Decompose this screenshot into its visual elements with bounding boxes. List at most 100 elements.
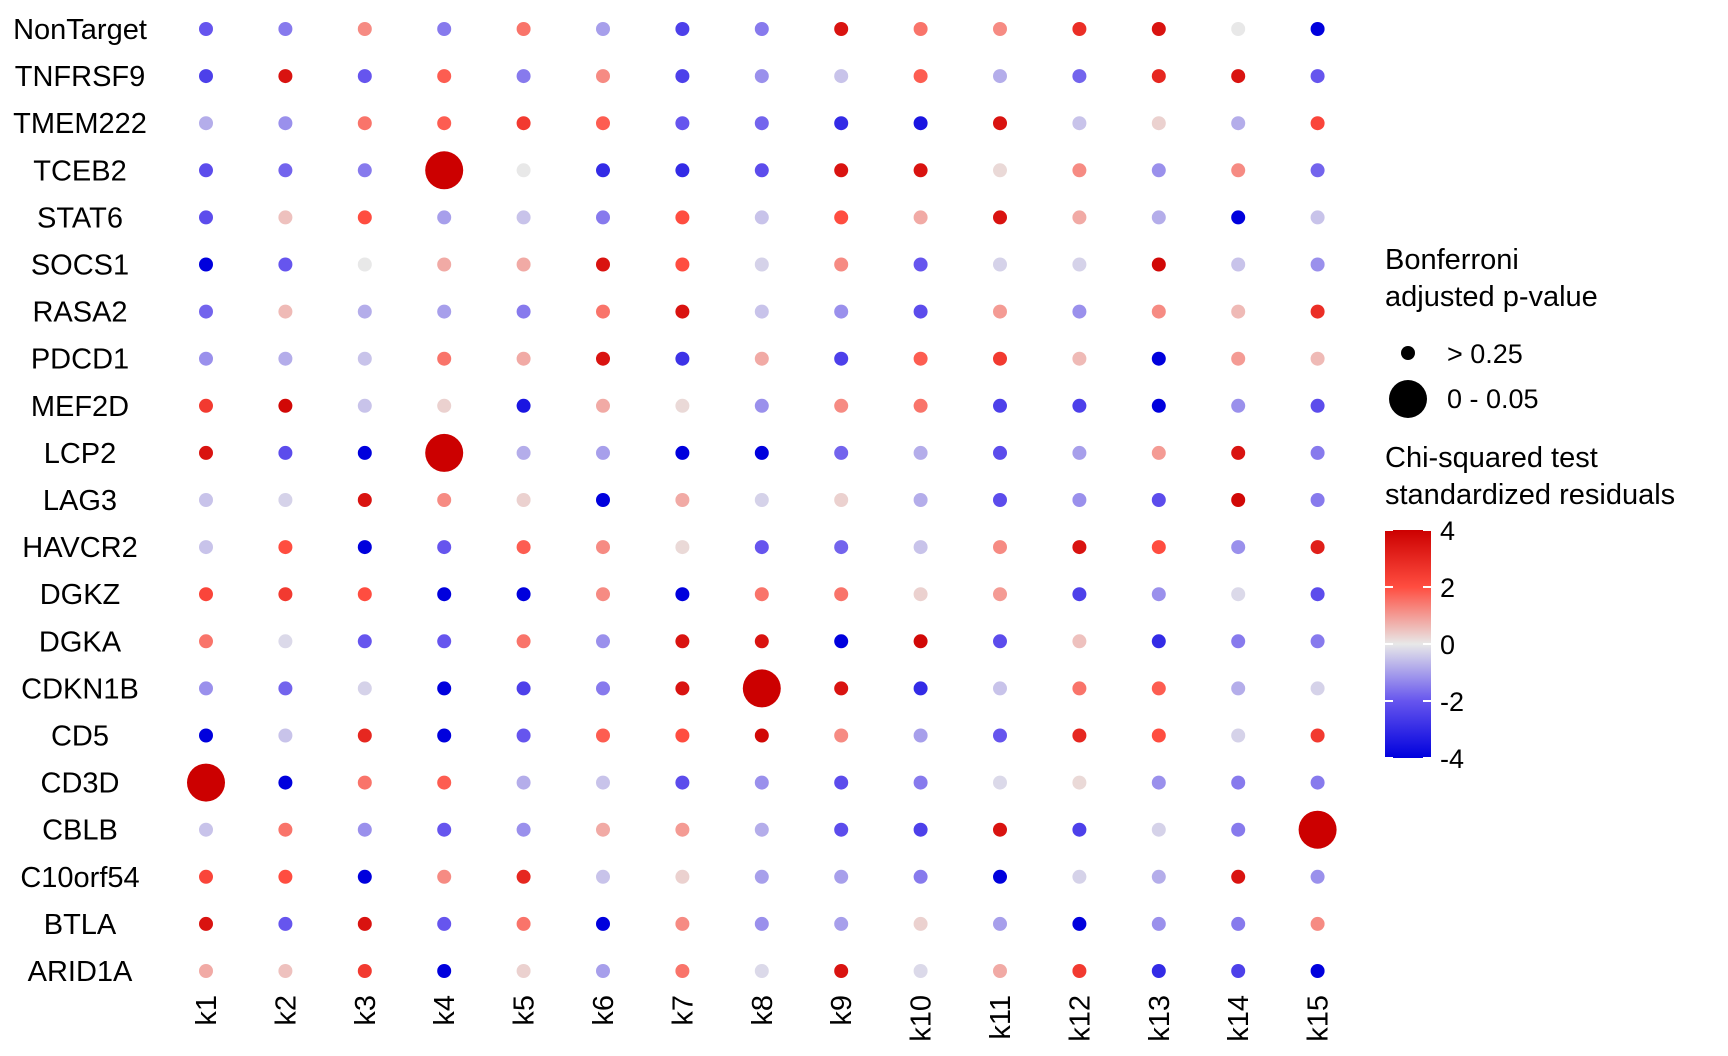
data-point-significant bbox=[425, 151, 464, 190]
data-point bbox=[596, 775, 610, 790]
column-label: k3 bbox=[350, 995, 382, 1026]
data-point bbox=[993, 540, 1007, 555]
data-point bbox=[1151, 116, 1166, 131]
data-point bbox=[199, 22, 213, 36]
data-point bbox=[596, 916, 610, 931]
data-point bbox=[516, 964, 531, 978]
data-point bbox=[278, 163, 293, 178]
data-point bbox=[199, 869, 213, 884]
data-point bbox=[357, 116, 372, 131]
row-labels: NonTarget TNFRSF9 TMEM222 TCEB2 STAT6 SOCS1 RA… bbox=[13, 14, 147, 988]
data-point bbox=[437, 540, 452, 555]
data-point bbox=[675, 775, 690, 790]
data-point bbox=[993, 493, 1007, 507]
data-point bbox=[834, 587, 849, 602]
data-point bbox=[357, 22, 372, 36]
data-point bbox=[516, 916, 531, 931]
row-label: CBLB bbox=[42, 815, 118, 847]
data-point bbox=[278, 587, 293, 602]
data-point bbox=[357, 916, 372, 931]
data-point-significant bbox=[187, 763, 225, 802]
data-point bbox=[754, 775, 769, 790]
data-point bbox=[357, 210, 372, 225]
data-point bbox=[437, 964, 452, 978]
column-label: k10 bbox=[906, 995, 938, 1042]
data-point bbox=[1310, 69, 1325, 84]
data-point bbox=[1151, 681, 1166, 696]
data-point bbox=[754, 587, 769, 602]
data-point bbox=[913, 210, 928, 225]
data-point bbox=[199, 351, 213, 366]
row-label: CD3D bbox=[41, 768, 120, 800]
data-point bbox=[596, 210, 610, 225]
data-point bbox=[437, 822, 452, 837]
data-point bbox=[1231, 964, 1246, 978]
data-point bbox=[754, 634, 769, 649]
color-bar-tick-label: 4 bbox=[1440, 516, 1455, 546]
data-point bbox=[278, 398, 293, 413]
data-point bbox=[357, 445, 372, 460]
data-point bbox=[913, 257, 928, 272]
row-label: RASA2 bbox=[32, 297, 127, 329]
data-point bbox=[1151, 257, 1166, 272]
column-label: k9 bbox=[826, 995, 858, 1026]
data-point bbox=[1310, 445, 1325, 460]
data-point bbox=[834, 351, 849, 366]
data-point bbox=[993, 304, 1007, 319]
data-point-significant bbox=[742, 669, 781, 708]
data-point bbox=[199, 116, 213, 131]
data-point bbox=[199, 210, 213, 225]
data-point bbox=[993, 69, 1007, 84]
row-label: TMEM222 bbox=[13, 108, 147, 140]
data-point bbox=[1072, 398, 1087, 413]
color-bar-tick-label: 0 bbox=[1440, 630, 1455, 660]
data-point bbox=[754, 398, 769, 413]
data-point bbox=[357, 587, 372, 602]
data-point bbox=[278, 634, 293, 649]
data-point bbox=[993, 116, 1007, 131]
data-point bbox=[1151, 869, 1166, 884]
data-point bbox=[913, 587, 928, 602]
data-point bbox=[754, 916, 769, 931]
data-point bbox=[1310, 257, 1325, 272]
data-point bbox=[675, 22, 690, 36]
data-point bbox=[199, 634, 213, 649]
data-point bbox=[993, 634, 1007, 649]
data-point bbox=[437, 69, 452, 84]
data-point bbox=[675, 916, 690, 931]
data-point bbox=[278, 351, 293, 366]
data-point bbox=[199, 822, 213, 837]
data-point bbox=[675, 445, 690, 460]
data-point bbox=[357, 634, 372, 649]
data-point bbox=[834, 869, 849, 884]
data-point bbox=[437, 22, 452, 36]
data-point bbox=[913, 69, 928, 84]
data-point bbox=[278, 210, 293, 225]
data-point bbox=[754, 540, 769, 555]
data-point bbox=[834, 916, 849, 931]
data-point bbox=[516, 398, 531, 413]
data-point bbox=[516, 351, 531, 366]
data-point bbox=[754, 69, 769, 84]
data-point bbox=[278, 257, 293, 272]
data-point bbox=[1310, 398, 1325, 413]
data-point bbox=[1231, 916, 1246, 931]
data-point bbox=[1072, 728, 1087, 743]
data-point bbox=[278, 445, 293, 460]
size-legend-title-line2: adjusted p-value bbox=[1385, 281, 1598, 313]
row-label: CD5 bbox=[51, 721, 109, 753]
data-point bbox=[357, 775, 372, 790]
data-point bbox=[1072, 681, 1087, 696]
data-point bbox=[278, 69, 293, 84]
data-point bbox=[1072, 916, 1087, 931]
data-point bbox=[1310, 634, 1325, 649]
data-point bbox=[1151, 304, 1166, 319]
data-point bbox=[1072, 163, 1087, 178]
data-point bbox=[1072, 822, 1087, 837]
data-point bbox=[278, 493, 293, 507]
data-point bbox=[596, 681, 610, 696]
data-point bbox=[1231, 351, 1246, 366]
data-point bbox=[437, 634, 452, 649]
data-point bbox=[596, 869, 610, 884]
data-point bbox=[596, 351, 610, 366]
